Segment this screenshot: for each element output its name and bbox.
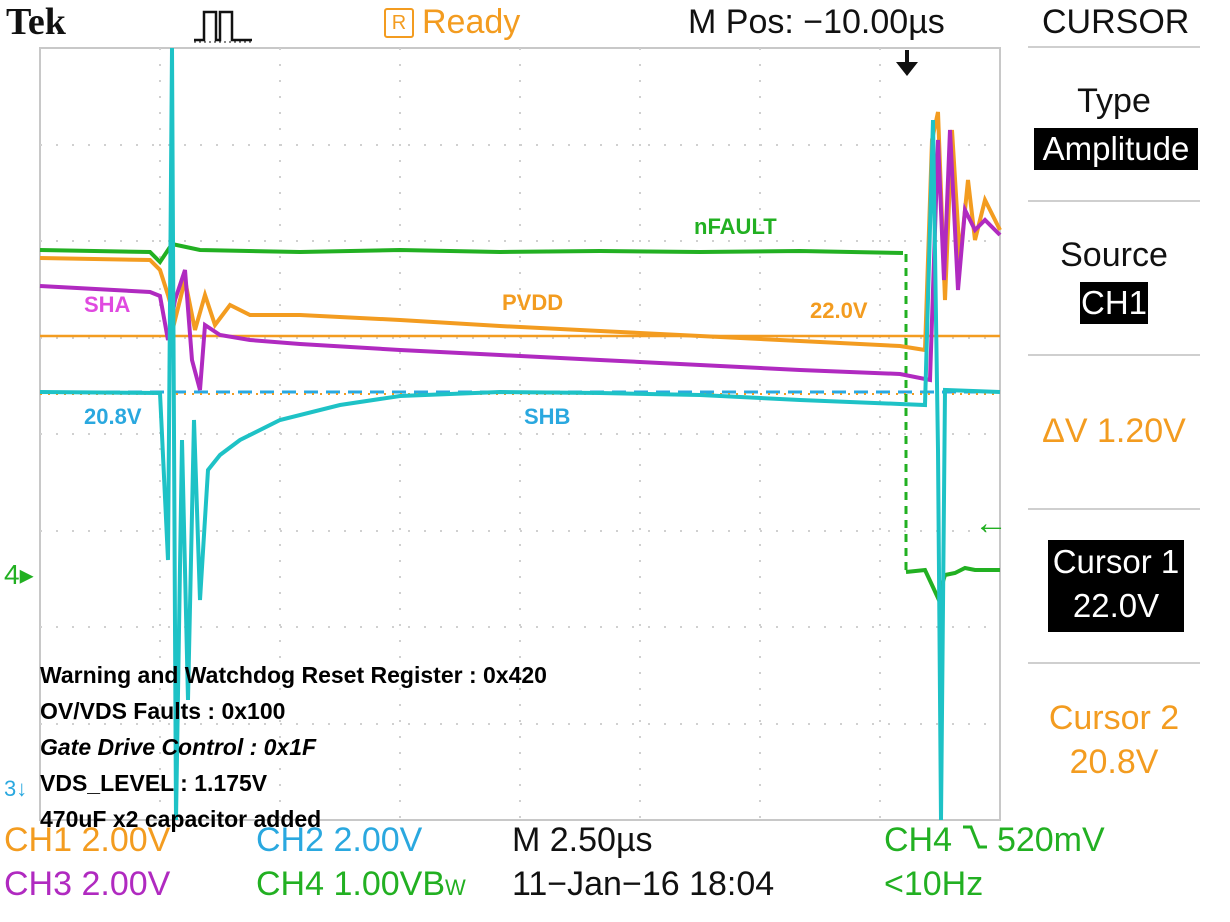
status-indicator: R Ready <box>384 2 520 42</box>
timebase: M 2.50µs <box>512 820 653 860</box>
timebase-unit: µs <box>615 821 653 859</box>
pulse-trigger-icon <box>192 4 262 49</box>
source-value-button[interactable]: CH1 <box>1080 282 1148 324</box>
cursor2-button[interactable]: Cursor 2 20.8V <box>1028 696 1200 784</box>
ch1-scale: CH1 2.00V <box>4 821 171 859</box>
trigger-position-arrow <box>896 50 918 76</box>
brand-logo: Tek <box>6 1 66 43</box>
note-ov-vds: OV/VDS Faults : 0x100 <box>40 698 286 724</box>
cursor2-label: Cursor 2 <box>1048 699 1180 737</box>
menu-separator <box>1028 354 1200 356</box>
ch4-ground-marker[interactable]: 4▸ <box>4 559 34 590</box>
note-gate-drive: Gate Drive Control : 0x1F <box>40 734 317 760</box>
ch4-scale: CH4 1.00VBW <box>256 864 466 908</box>
trigger-level-arrow[interactable]: ← <box>974 504 1008 542</box>
source-label: Source <box>1060 236 1168 274</box>
ch3-ground-marker[interactable]: 3↓ <box>4 776 28 801</box>
cursor1-button[interactable]: Cursor 1 22.0V <box>1048 540 1184 632</box>
shb-label: SHB <box>524 404 571 429</box>
mpos-label: M Pos: −10.00 <box>688 3 909 41</box>
menu-title: CURSOR <box>1042 3 1190 41</box>
ch3-marker-text: 3 <box>4 776 17 801</box>
ch3-trace <box>39 129 1002 391</box>
trigger-frequency: <10Hz <box>884 865 984 903</box>
trigger-readout: CH4 520mV <box>884 820 1105 860</box>
timebase-value: M 2.50 <box>512 821 616 859</box>
trigger-level: 520mV <box>996 821 1105 859</box>
sha-label: SHA <box>84 292 131 317</box>
type-label: Type <box>1077 82 1151 120</box>
ch2-scale: CH2 2.00V <box>256 821 423 859</box>
menu-separator <box>1028 508 1200 510</box>
pvdd-label: PVDD <box>502 290 564 315</box>
ch1-trace <box>39 111 1002 353</box>
date-time: 11−Jan−16 18:04 <box>512 865 775 903</box>
type-value-button[interactable]: Amplitude <box>1034 128 1198 170</box>
ch4-marker-text: 4 <box>4 559 20 590</box>
horizontal-position: M Pos: −10.00µs <box>688 2 945 42</box>
cursor1-readout-label: 22.0V <box>810 298 868 323</box>
ready-box-icon: R <box>384 8 414 38</box>
menu-separator <box>1028 200 1200 202</box>
ch4-trace-low <box>905 565 1000 604</box>
ch2-trace <box>39 47 1001 821</box>
cursor1-value: 22.0V <box>1072 587 1160 624</box>
note-capacitor: 470uF x2 capacitor added <box>40 806 322 832</box>
note-warning-register: Warning and Watchdog Reset Register : 0x… <box>40 662 547 688</box>
trigger-source: CH4 <box>884 821 953 859</box>
delta-v-readout: ΔV 1.20V <box>1042 412 1186 450</box>
menu-separator <box>1028 46 1200 48</box>
falling-edge-icon <box>961 820 988 860</box>
note-vds-level: VDS_LEVEL : 1.175V <box>40 770 268 796</box>
bw-limit-marker: W <box>445 875 466 900</box>
nfault-label: nFAULT <box>694 214 777 239</box>
ch4-scale-value: CH4 1.00VB <box>256 865 445 903</box>
cursor2-value: 20.8V <box>1069 743 1159 781</box>
ch4-trace <box>39 241 904 266</box>
graticule-grid <box>40 48 1000 820</box>
mpos-unit: µs <box>908 3 945 41</box>
ch3-scale: CH3 2.00V <box>4 865 171 903</box>
menu-separator <box>1028 662 1200 664</box>
cursor2-readout-label: 20.8V <box>84 404 142 429</box>
status-text: Ready <box>422 3 521 41</box>
cursor1-label: Cursor 1 <box>1052 543 1180 580</box>
